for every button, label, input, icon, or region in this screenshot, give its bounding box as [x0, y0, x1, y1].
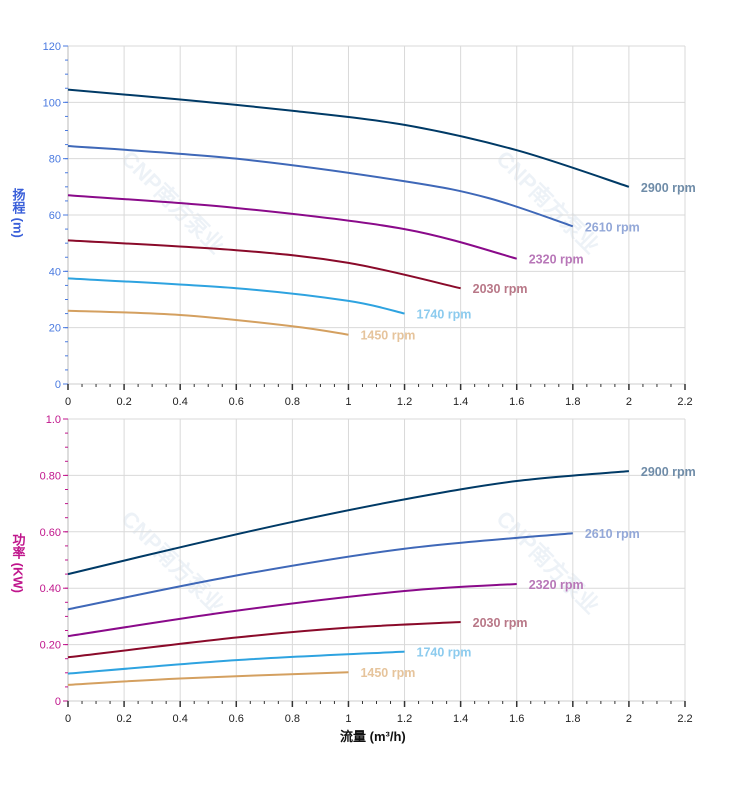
- x-tick-label: 1.4: [453, 396, 468, 408]
- series-label: 2900 rpm: [641, 181, 696, 195]
- x-tick-label: 1: [345, 713, 351, 725]
- x-tick-label: 1: [345, 396, 351, 408]
- x-tick-label: 1.2: [397, 713, 412, 725]
- x-tick-label: 0.6: [229, 713, 244, 725]
- series-label: 2320 rpm: [529, 578, 584, 592]
- x-tick-label: 2.2: [677, 396, 692, 408]
- x-tick-label: 1.8: [565, 396, 580, 408]
- series-line-2900-rpm: [67, 470, 629, 576]
- y-tick-label: 1.0: [46, 414, 61, 426]
- power-plot: 0 0.20 0.40 0.60 0.80 1.0 0 0.2 0.4 0.6 0.8 1 1.2 1.4…: [40, 414, 696, 725]
- watermark-text: CNP南方泵业: [491, 146, 604, 259]
- y-tick-label: 120: [43, 41, 61, 53]
- series-line-2610-rpm: [67, 144, 574, 228]
- x-tick-label: 0: [65, 713, 71, 725]
- x-tick-label: 1.4: [453, 713, 468, 725]
- series-label: 2610 rpm: [585, 220, 640, 234]
- y-tick-label: 0.60: [40, 527, 61, 539]
- series-line-1740-rpm: [67, 277, 405, 315]
- series-label: 1450 rpm: [360, 329, 415, 343]
- y-axis-label-head: 扬程 (m): [11, 187, 26, 237]
- x-tick-label: 0.4: [173, 713, 188, 725]
- y-tick-label: 60: [49, 210, 61, 222]
- y-tick-label: 0: [55, 696, 61, 708]
- y-tick-label: 0.80: [40, 470, 61, 482]
- head-plot: 0 20 40 60 80 100 120 0 0.2 0.4 0.6 0.8 1 1.2 1.4 1.6 1.…: [43, 41, 696, 408]
- x-tick-label: 0: [65, 396, 71, 408]
- y-tick-label: 0: [55, 379, 61, 391]
- y-tick-label: 80: [49, 154, 61, 166]
- x-tick-label: 0.8: [285, 713, 300, 725]
- series-label: 1740 rpm: [417, 308, 472, 322]
- x-axis-label: 流量 (m³/h): [340, 729, 406, 744]
- series-label: 2030 rpm: [473, 616, 528, 630]
- series-line-2030-rpm: [67, 621, 461, 659]
- series-label: 1450 rpm: [360, 666, 415, 680]
- y-tick-label: 0.40: [40, 583, 61, 595]
- y-tick-label: 40: [49, 266, 61, 278]
- series-label: 2030 rpm: [473, 282, 528, 296]
- series-line-1450-rpm: [67, 309, 349, 336]
- watermark-text: CNP南方泵业: [116, 506, 229, 619]
- series-line-2610-rpm: [67, 532, 573, 611]
- y-axis-label-power: 功率 (KW): [11, 533, 26, 593]
- x-tick-label: 2.2: [677, 713, 692, 725]
- x-tick-label: 1.6: [509, 396, 524, 408]
- series-line-1740-rpm: [67, 650, 405, 675]
- x-tick-label: 2: [626, 396, 632, 408]
- y-tick-label: 100: [43, 97, 61, 109]
- x-tick-label: 0.8: [285, 396, 300, 408]
- series-line-2900-rpm: [67, 88, 630, 188]
- series-line-2320-rpm: [67, 582, 517, 638]
- series-label: 1740 rpm: [417, 646, 472, 660]
- series-label: 2320 rpm: [529, 253, 584, 267]
- x-tick-label: 1.6: [509, 713, 524, 725]
- x-tick-label: 1.8: [565, 713, 580, 725]
- x-tick-label: 0.2: [116, 713, 131, 725]
- watermark-text: CNP南方泵业: [491, 506, 604, 619]
- x-tick-label: 0.2: [116, 396, 131, 408]
- series-line-2030-rpm: [67, 239, 461, 290]
- x-tick-label: 0.4: [173, 396, 188, 408]
- y-tick-label: 20: [49, 323, 61, 335]
- series-label: 2610 rpm: [585, 527, 640, 541]
- x-tick-label: 2: [626, 713, 632, 725]
- y-tick-label: 0.20: [40, 640, 61, 652]
- x-tick-label: 1.2: [397, 396, 412, 408]
- series-line-2320-rpm: [67, 194, 517, 260]
- series-label: 2900 rpm: [641, 465, 696, 479]
- series-line-1450-rpm: [67, 671, 349, 686]
- x-tick-label: 0.6: [229, 396, 244, 408]
